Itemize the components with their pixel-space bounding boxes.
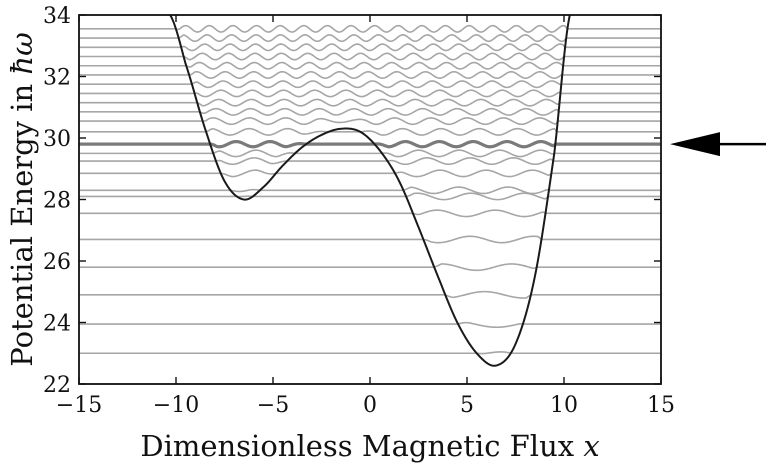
annotation-layer (670, 132, 766, 157)
energy-level-4 (79, 263, 661, 272)
potential-layer (169, 14, 571, 367)
energy-level-7 (79, 192, 661, 201)
energy-level-18 (79, 70, 661, 79)
energy-level-21 (79, 43, 661, 52)
x-axis-label: Dimensionless Magnetic Flux x (140, 429, 599, 463)
energy-level-5 (79, 235, 661, 244)
energy-level-17 (79, 80, 661, 89)
energy-level-3 (79, 290, 661, 299)
y-axis-label: Potential Energy in ħω (5, 32, 39, 367)
energy-level-23 (79, 24, 661, 33)
x-tick-label: −5 (257, 393, 289, 418)
energy-level-highlighted (79, 139, 661, 149)
energy-level-22 (79, 34, 661, 43)
x-tick-label: −10 (153, 393, 199, 418)
energy-level-6 (79, 209, 661, 218)
energy-level-11 (79, 149, 661, 158)
y-tick-label: 32 (43, 66, 71, 91)
y-tick-label: 26 (43, 250, 71, 275)
x-tick-label: 5 (460, 393, 474, 418)
energy-level-15 (79, 98, 661, 107)
energy-level-8 (79, 186, 661, 195)
y-tick-label: 28 (43, 189, 71, 214)
x-tick-label: −15 (56, 393, 102, 418)
y-tick-label: 34 (43, 4, 71, 29)
energy-level-9 (79, 169, 661, 178)
energy-level-13 (79, 117, 661, 126)
y-tick-label: 24 (43, 312, 71, 337)
x-tick-label: 0 (363, 393, 377, 418)
energy-level-19 (79, 61, 661, 70)
energy-level-16 (79, 89, 661, 98)
energy-level-10 (79, 157, 661, 166)
energy-level-2 (79, 321, 661, 329)
energy-level-1 (79, 351, 661, 355)
x-tick-label: 15 (647, 393, 675, 418)
plot-frame (78, 14, 662, 385)
energy-level-20 (79, 52, 661, 61)
x-tick-label: 10 (550, 393, 578, 418)
arrow-head (670, 132, 720, 157)
y-tick-label: 30 (43, 127, 71, 152)
potential-curve (169, 14, 571, 367)
energy-level-14 (79, 107, 661, 116)
axes-layer: −15 −10 −5 0 5 10 15 22 24 26 28 30 32 34 (43, 4, 675, 418)
energy-levels (79, 24, 661, 355)
y-tick-label: 22 (43, 373, 71, 398)
energy-level-12 (79, 127, 661, 136)
